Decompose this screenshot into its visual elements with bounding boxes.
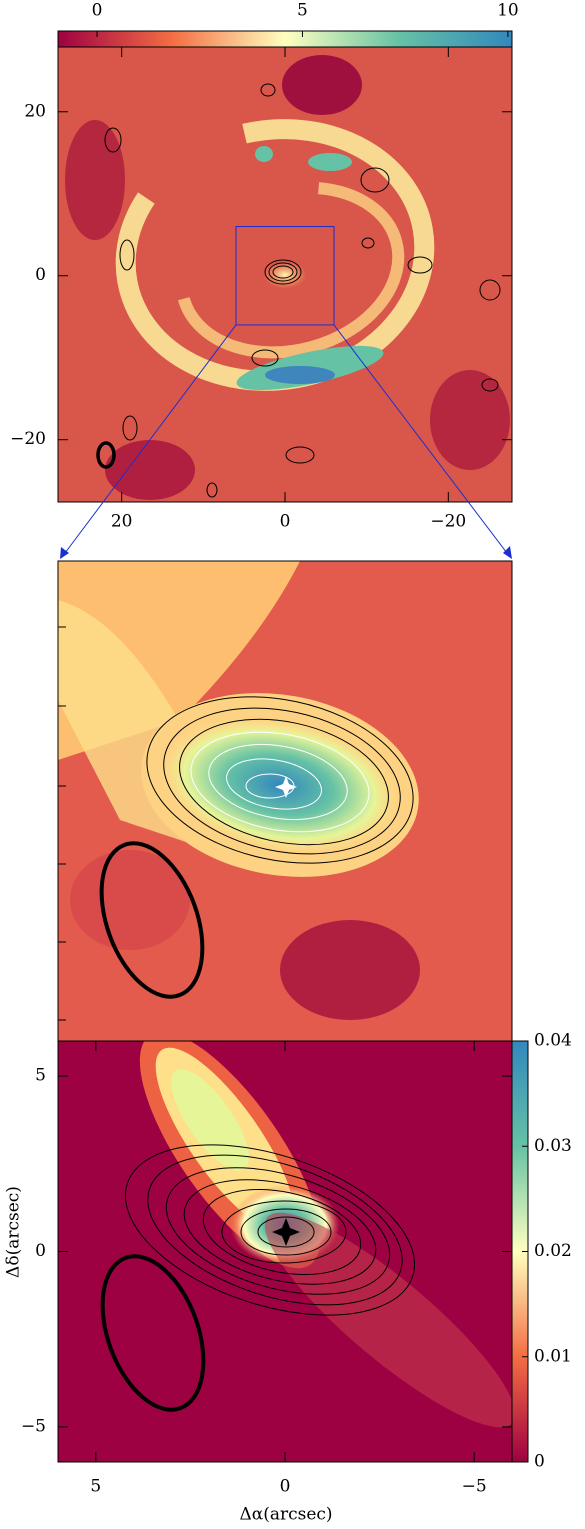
y-axis-label: Δδ(arcsec) [4, 1186, 24, 1278]
y-tick-label: −20 [10, 429, 46, 449]
colorbar-tick-label: 0.04 [534, 1031, 572, 1051]
y-tick-label: 0 [35, 1241, 46, 1261]
arrow-head [503, 546, 512, 559]
x-tick-label: −20 [430, 512, 466, 532]
y-tick-label: 5 [35, 1066, 46, 1086]
colorbar-tick-label: 10 [497, 1, 519, 21]
colorbar [57, 30, 513, 48]
x-axis-label: Δα(arcsec) [239, 1505, 332, 1525]
x-tick-label: 20 [111, 512, 133, 532]
map-image [58, 47, 512, 502]
zoom-arrow [61, 324, 237, 558]
x-tick-label: 5 [90, 1477, 101, 1497]
zoom-ticks [58, 626, 66, 1021]
colorbar-tick-label: 0 [534, 1452, 545, 1472]
zoom-arrow [333, 324, 511, 558]
moment-image [58, 1041, 512, 1462]
x-tick-label: 0 [280, 1477, 291, 1497]
colorbar-tick-label: 5 [297, 1, 308, 21]
x-tick-label: 0 [280, 512, 291, 532]
colorbar-tick-label: 0.01 [534, 1346, 572, 1366]
y-tick-label: 0 [35, 265, 46, 285]
arrow-head [60, 547, 69, 559]
y-tick-label: 20 [24, 101, 46, 121]
colorbar-tick-label: 0 [92, 1, 103, 21]
x-tick-label: −5 [462, 1477, 487, 1497]
colorbar-tick-label: 0.03 [534, 1136, 572, 1156]
zoom-box [235, 226, 335, 326]
zoom-image [58, 561, 512, 1041]
y-tick-label: −5 [21, 1416, 46, 1436]
colorbar-tick-label: 0.02 [534, 1241, 572, 1261]
